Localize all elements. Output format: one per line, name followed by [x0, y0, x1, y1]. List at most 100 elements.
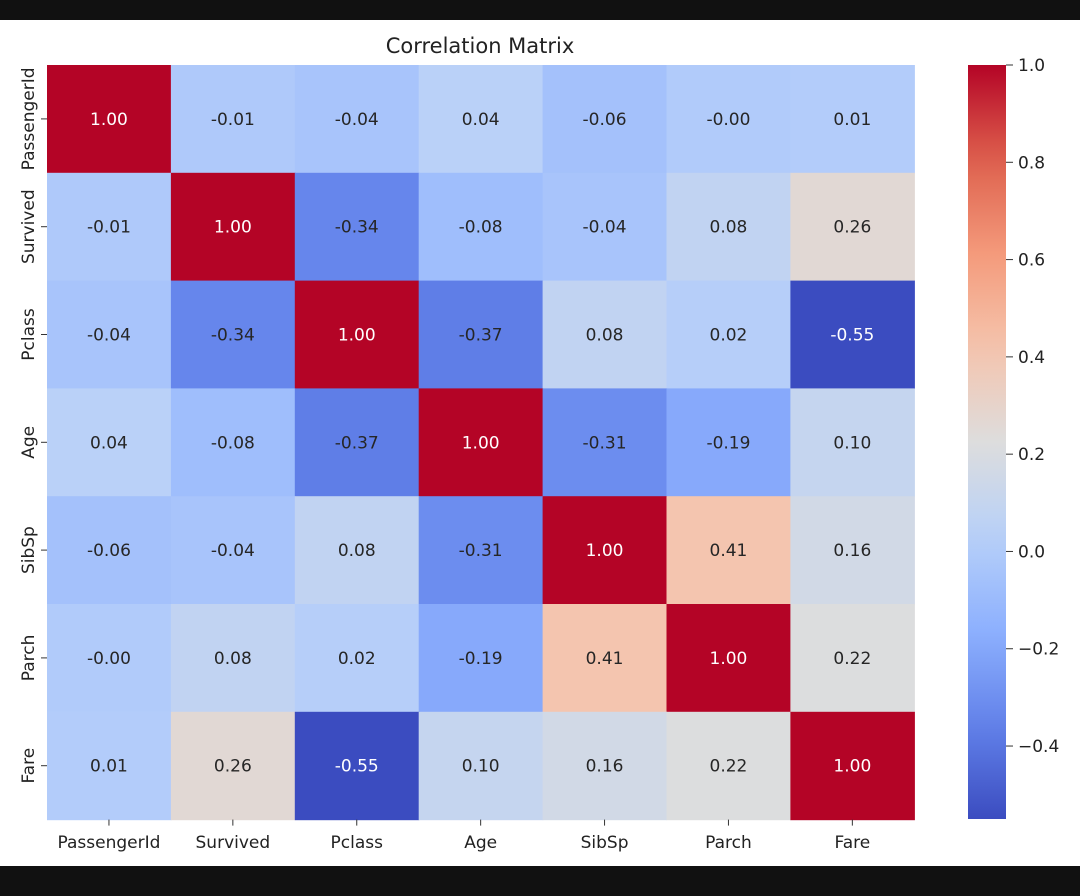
x-tick-label: Pclass	[331, 833, 384, 853]
colorbar-tick-label: 1.0	[1018, 56, 1045, 76]
colorbar-tick-label: 0.0	[1018, 542, 1045, 562]
heatmap-cell-Pclass-Pclass	[294, 280, 420, 389]
heatmap-cell-Parch-Fare	[790, 604, 915, 713]
cell-value-label: -0.06	[583, 110, 627, 130]
heatmap-cell-Parch-Age	[418, 604, 544, 713]
cell-value-label: 1.00	[90, 110, 128, 130]
cell-value-label: -0.06	[87, 541, 131, 561]
cell-value-label: 0.10	[462, 757, 500, 777]
heatmap-cell-Age-Fare	[790, 388, 915, 497]
cell-value-label: -0.37	[459, 326, 503, 346]
heatmap-cell-Fare-Pclass	[294, 711, 420, 821]
cell-value-label: -0.37	[335, 433, 379, 453]
y-tick-label: Survived	[19, 189, 39, 264]
cell-value-label: 0.04	[462, 110, 500, 130]
heatmap-cell-PassengerId-Parch	[666, 65, 791, 174]
x-tick-label: Fare	[834, 833, 870, 853]
heatmap-cell-Fare-PassengerId	[47, 711, 172, 821]
x-tick-label: SibSp	[581, 833, 629, 853]
cell-value-label: -0.08	[211, 433, 255, 453]
colorbar-tick-label: 0.8	[1018, 153, 1045, 173]
heatmap-cell-Survived-Fare	[790, 172, 915, 282]
heatmap-cell-Pclass-Fare	[790, 280, 915, 389]
cell-value-label: -0.19	[706, 433, 750, 453]
y-tick-label: Pclass	[19, 308, 39, 361]
heatmap-cell-Parch-Survived	[170, 604, 296, 713]
x-tick-label: Parch	[705, 833, 752, 853]
heatmap-cell-Fare-Survived	[170, 711, 296, 821]
heatmap-cell-Fare-SibSp	[542, 711, 668, 821]
heatmap-cell-Survived-PassengerId	[47, 172, 172, 282]
x-tick-labels: PassengerId Survived Pclass Age SibSp Parch Fa…	[57, 819, 870, 853]
heatmap-cell-SibSp-Parch	[666, 496, 791, 605]
cell-value-label: -0.00	[706, 110, 750, 130]
x-tick-label: Age	[464, 833, 497, 853]
cell-value-label: 0.01	[833, 110, 871, 130]
cell-value-label: -0.34	[335, 218, 379, 238]
heatmap-cell-Parch-Pclass	[294, 604, 420, 713]
cell-value-label: -0.01	[87, 218, 131, 238]
cell-value-label: -0.04	[211, 541, 255, 561]
heatmap-cell-Pclass-SibSp	[542, 280, 668, 389]
heatmap-cell-Fare-Fare	[790, 711, 915, 821]
heatmap-cell-Age-Pclass	[294, 388, 420, 497]
colorbar-tick-label: 0.4	[1018, 348, 1045, 368]
heatmap-cell-SibSp-PassengerId	[47, 496, 172, 605]
cell-value-label: 0.08	[586, 326, 624, 346]
heatmap-cell-Fare-Age	[418, 711, 544, 821]
cell-value-label: -0.04	[583, 218, 627, 238]
heatmap-cell-SibSp-Age	[418, 496, 544, 605]
heatmap-cell-PassengerId-Fare	[790, 65, 915, 174]
cell-value-label: 0.01	[90, 757, 128, 777]
heatmap-cells	[47, 65, 915, 821]
heatmap-cell-Age-Parch	[666, 388, 791, 497]
cell-value-label: 0.41	[710, 541, 748, 561]
cell-value-label: -0.04	[335, 110, 379, 130]
cell-value-label: 0.16	[833, 541, 871, 561]
chart-canvas: Correlation Matrix 1.00 -0.01 -0.04 0.04 -0.…	[0, 20, 1080, 866]
colorbar-tick-label: −0.2	[1018, 640, 1059, 660]
heatmap-cell-Survived-Age	[418, 172, 544, 282]
cell-value-label: 0.02	[710, 326, 748, 346]
heatmap-cell-Age-Survived	[170, 388, 296, 497]
cell-value-label: 0.08	[214, 649, 252, 669]
heatmap-cell-Age-Age	[418, 388, 544, 497]
heatmap-cell-Parch-Parch	[666, 604, 791, 713]
cell-value-label: 1.00	[338, 326, 376, 346]
heatmap-cell-Pclass-PassengerId	[47, 280, 172, 389]
heatmap-cell-Survived-Parch	[666, 172, 791, 282]
heatmap-cell-Survived-Survived	[170, 172, 296, 282]
cell-value-label: -0.19	[459, 649, 503, 669]
heatmap-cell-Pclass-Survived	[170, 280, 296, 389]
cell-value-label: 1.00	[462, 433, 500, 453]
cell-value-label: 1.00	[214, 218, 252, 238]
heatmap-cell-Parch-SibSp	[542, 604, 668, 713]
cell-value-label: -0.08	[459, 218, 503, 238]
x-tick-label: PassengerId	[57, 833, 160, 853]
correlation-heatmap: Correlation Matrix 1.00 -0.01 -0.04 0.04 -0.…	[19, 34, 1059, 853]
cell-value-label: -0.31	[583, 433, 627, 453]
cell-value-labels: 1.00 -0.01 -0.04 0.04 -0.06 -0.00 0.01 -0.01 1.0…	[87, 110, 874, 777]
y-tick-labels: PassengerId Survived Pclass Age SibSp Parch Fa…	[19, 67, 47, 784]
heatmap-cell-Age-PassengerId	[47, 388, 172, 497]
cell-value-label: 0.08	[338, 541, 376, 561]
y-tick-label: Age	[19, 426, 39, 459]
cell-value-label: -0.55	[830, 326, 874, 346]
cell-value-label: 0.41	[586, 649, 624, 669]
heatmap-cell-Parch-PassengerId	[47, 604, 172, 713]
cell-value-label: 1.00	[710, 649, 748, 669]
colorbar-tick-label: 0.6	[1018, 251, 1045, 271]
cell-value-label: -0.34	[211, 326, 255, 346]
heatmap-cell-PassengerId-Survived	[170, 65, 296, 174]
heatmap-cell-SibSp-Fare	[790, 496, 915, 605]
cell-value-label: 0.10	[833, 433, 871, 453]
cell-value-label: -0.00	[87, 649, 131, 669]
cell-value-label: -0.04	[87, 326, 131, 346]
heatmap-cell-Survived-SibSp	[542, 172, 668, 282]
cell-value-label: -0.31	[459, 541, 503, 561]
colorbar-tick-label: 0.2	[1018, 445, 1045, 465]
cell-value-label: 0.08	[710, 218, 748, 238]
chart-title: Correlation Matrix	[386, 34, 575, 58]
cell-value-label: -0.01	[211, 110, 255, 130]
x-tick-label: Survived	[196, 833, 271, 853]
